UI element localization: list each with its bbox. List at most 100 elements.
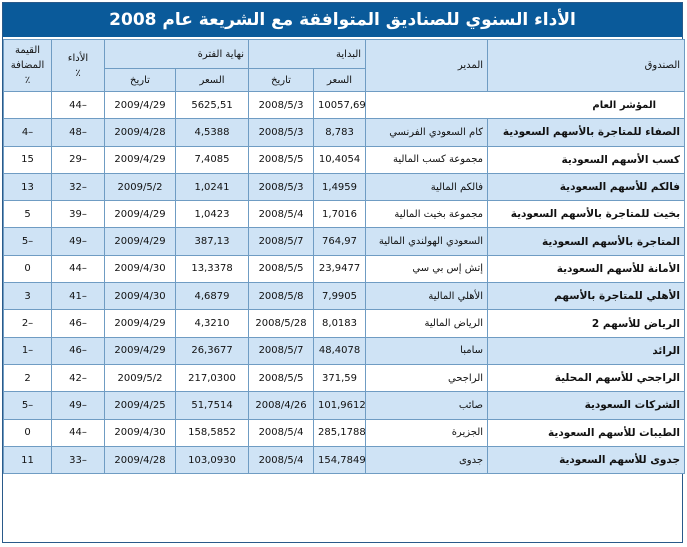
fund-manager: جدوى: [365, 445, 489, 475]
header-end: نهاية الفترة: [103, 39, 250, 69]
table-row: الطيبات للأسهم السعودية الجزيرة 285,1788 20…: [3, 418, 686, 447]
performance-value: 46–: [51, 309, 105, 338]
performance-value: 46–: [51, 336, 105, 365]
fund-manager: الراجحي: [365, 363, 489, 393]
table-row: الصفاء للمتاجرة بالأسهم السعودية كام السع…: [3, 118, 686, 147]
end-price: 103,0930: [175, 445, 250, 475]
start-price: 8,0183: [313, 309, 367, 338]
start-date: 2008/5/5: [248, 363, 315, 393]
start-price: 764,97: [313, 227, 367, 256]
end-date: 2009/4/29: [103, 227, 177, 256]
value-added: 5–: [3, 227, 52, 256]
fund-name: الراجحي للأسهم المحلية: [487, 363, 686, 393]
end-date: 2009/5/2: [103, 172, 177, 202]
start-price: 8,783: [313, 118, 367, 147]
end-date: 2009/4/28: [103, 445, 177, 475]
fund-name: الأهلي للمتاجرة بالأسهم: [487, 282, 686, 311]
performance-value: 39–: [51, 200, 105, 229]
fund-name: جدوى للأسهم السعودية: [487, 445, 686, 475]
start-date: 2008/5/5: [248, 145, 315, 174]
fund-manager: السعودي الهولندي المالية: [365, 227, 489, 256]
index-label: المؤشر العام: [365, 90, 686, 120]
start-price: 1,4959: [313, 172, 367, 202]
fund-manager: إتش إس بي سي: [365, 254, 489, 284]
end-price: 1,0241: [175, 172, 250, 202]
end-price: 4,5388: [175, 118, 250, 147]
start-price: 10,4054: [313, 145, 367, 174]
table-row: كسب الأسهم السعودية مجموعة كسب المالية 10,…: [3, 145, 686, 174]
table-row: فالكم للأسهم السعودية فالكم المالية 1,4959…: [3, 172, 686, 202]
performance-value: 32–: [51, 172, 105, 202]
header-manager: المدير: [365, 39, 489, 92]
value-added: 13: [3, 172, 52, 202]
index-end-date: 2009/4/29: [103, 90, 177, 120]
value-added: 5–: [3, 391, 52, 420]
end-date: 2009/4/29: [103, 336, 177, 365]
end-date: 2009/4/29: [103, 145, 177, 174]
start-price: 1,7016: [313, 200, 367, 229]
performance-value: 41–: [51, 282, 105, 311]
fund-manager: الجزيرة: [365, 418, 489, 447]
index-performance: 44–: [51, 90, 105, 120]
fund-name: الأمانة للأسهم السعودية: [487, 254, 686, 284]
index-row: المؤشر العام 10057,69 2008/5/3 5625,51 2…: [3, 90, 686, 120]
fund-manager: فالكم المالية: [365, 172, 489, 202]
value-added: 5: [3, 200, 52, 229]
value-added: 11: [3, 445, 52, 475]
header-start: البداية: [248, 39, 367, 69]
index-end-price: 5625,51: [175, 90, 250, 120]
start-price: 23,9477: [313, 254, 367, 284]
table-row: الرائد سامبا 48,4078 2008/5/7 26,3677 2009/4/…: [3, 336, 686, 365]
table-row: الرياض للأسهم 2 الرياض المالية 8,0183 2008/…: [3, 309, 686, 338]
start-date: 2008/5/5: [248, 254, 315, 284]
end-price: 4,6879: [175, 282, 250, 311]
value-added: 2: [3, 363, 52, 393]
value-added: 1–: [3, 336, 52, 365]
fund-manager: سامبا: [365, 336, 489, 365]
performance-value: 44–: [51, 418, 105, 447]
fund-manager: مجموعة كسب المالية: [365, 145, 489, 174]
value-added: 4–: [3, 118, 52, 147]
header-start-price: السعر: [313, 68, 367, 92]
fund-name: الرياض للأسهم 2: [487, 309, 686, 338]
fund-name: الشركات السعودية: [487, 391, 686, 420]
fund-name: بخيت للمتاجرة بالأسهم السعودية: [487, 200, 686, 229]
start-date: 2008/5/4: [248, 418, 315, 447]
end-date: 2009/4/29: [103, 309, 177, 338]
value-added: 3: [3, 282, 52, 311]
fund-manager: الرياض المالية: [365, 309, 489, 338]
value-added: 0: [3, 418, 52, 447]
start-price: 48,4078: [313, 336, 367, 365]
value-added: 2–: [3, 309, 52, 338]
header-value-added: القيمة المضافة ٪: [3, 39, 52, 92]
value-added: 0: [3, 254, 52, 284]
start-price: 7,9905: [313, 282, 367, 311]
table-row: الأمانة للأسهم السعودية إتش إس بي سي 23,94…: [3, 254, 686, 284]
fund-manager: كام السعودي الفرنسي: [365, 118, 489, 147]
start-price: 101,9612: [313, 391, 367, 420]
end-date: 2009/4/30: [103, 282, 177, 311]
table-row: بخيت للمتاجرة بالأسهم السعودية مجموعة بخي…: [3, 200, 686, 229]
index-start-price: 10057,69: [313, 90, 367, 120]
end-date: 2009/4/30: [103, 418, 177, 447]
performance-value: 49–: [51, 227, 105, 256]
performance-value: 44–: [51, 254, 105, 284]
end-date: 2009/4/29: [103, 200, 177, 229]
start-date: 2008/5/3: [248, 118, 315, 147]
fund-name: المتاجرة بالأسهم السعودية: [487, 227, 686, 256]
fund-manager: مجموعة بخيت المالية: [365, 200, 489, 229]
start-date: 2008/5/28: [248, 309, 315, 338]
fund-manager: الأهلي المالية: [365, 282, 489, 311]
table-row: الراجحي للأسهم المحلية الراجحي 371,59 2008/…: [3, 363, 686, 393]
start-date: 2008/5/4: [248, 445, 315, 475]
start-date: 2008/5/8: [248, 282, 315, 311]
funds-table: الصندوق المدير البداية نهاية الفترة الأد…: [3, 39, 686, 475]
header-start-date: تاريخ: [248, 68, 315, 92]
end-date: 2009/4/25: [103, 391, 177, 420]
start-price: 154,7849: [313, 445, 367, 475]
index-value-added: [3, 90, 52, 120]
fund-name: الطيبات للأسهم السعودية: [487, 418, 686, 447]
performance-value: 49–: [51, 391, 105, 420]
table-row: المتاجرة بالأسهم السعودية السعودي الهولند…: [3, 227, 686, 256]
